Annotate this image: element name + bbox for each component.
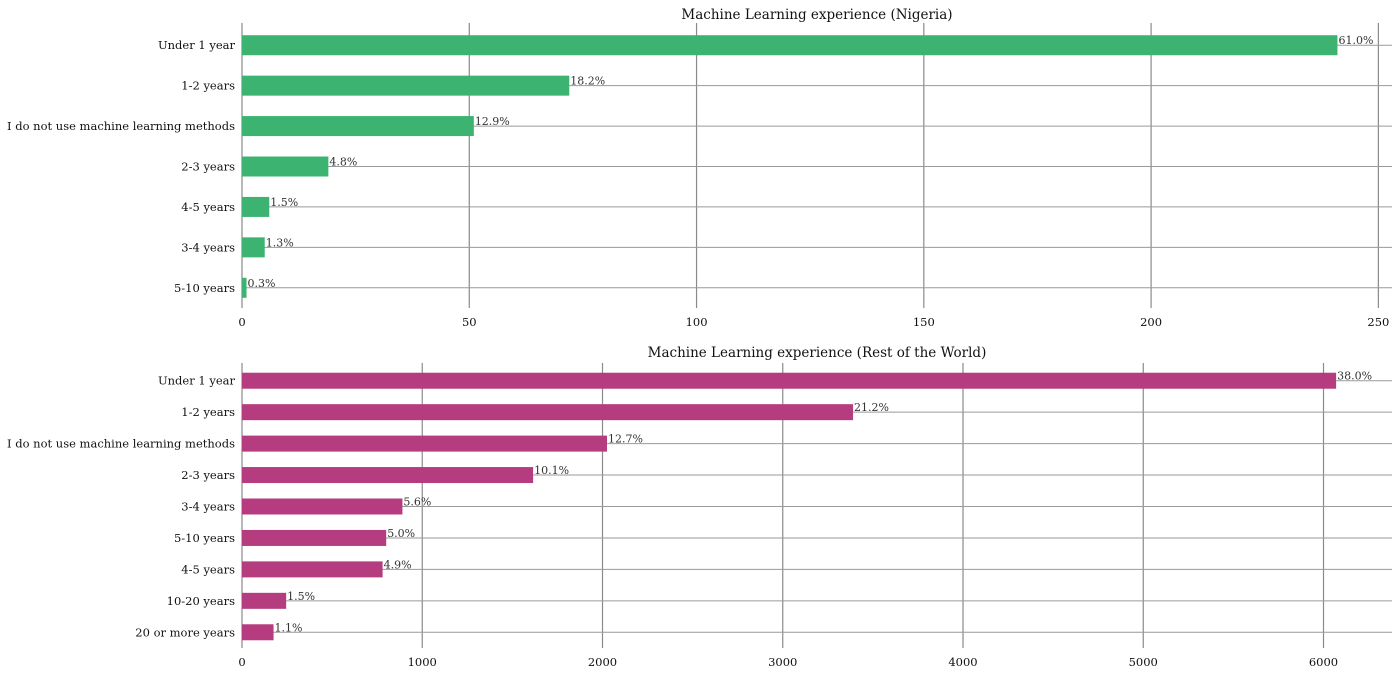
x-tick-label: 6000	[1309, 655, 1338, 669]
bar	[242, 529, 387, 546]
category-label: 10-20 years	[167, 594, 235, 608]
x-tick-label: 2000	[588, 655, 617, 669]
data-label: 1.1%	[275, 621, 303, 634]
chart-title-rest-of-world: Machine Learning experience (Rest of the…	[648, 345, 987, 361]
data-label: 4.9%	[384, 558, 412, 571]
bar	[242, 237, 265, 258]
x-ticks-rest-of-world: 0 1000 2000 3000 4000 5000 6000	[238, 655, 1338, 669]
category-label: 4-5 years	[181, 562, 235, 576]
category-label: 1-2 years	[181, 405, 235, 419]
x-tick-label: 250	[1367, 315, 1389, 329]
category-labels-nigeria: Under 1 year 1-2 years I do not use machin…	[7, 38, 235, 295]
category-label: 20 or more years	[135, 625, 235, 639]
category-label: I do not use machine learning methods	[7, 437, 235, 451]
x-ticks-nigeria: 0 50 100 150 200 250	[238, 315, 1389, 329]
bars-nigeria	[242, 35, 1338, 298]
percent-labels-nigeria: 61.0% 18.2% 12.9% 4.8% 1.5% 1.3% 0.3%	[248, 34, 1374, 290]
data-label: 5.6%	[403, 496, 431, 509]
x-tick-label: 0	[238, 315, 245, 329]
bar	[242, 467, 534, 484]
x-tick-label: 5000	[1129, 655, 1158, 669]
data-label: 5.0%	[387, 527, 415, 540]
data-label: 1.3%	[266, 236, 294, 249]
x-tick-label: 1000	[408, 655, 437, 669]
category-label: 1-2 years	[181, 79, 235, 93]
data-label: 21.2%	[854, 401, 889, 414]
x-tick-label: 150	[913, 315, 935, 329]
category-label: 5-10 years	[174, 531, 235, 545]
category-label: Under 1 year	[158, 38, 236, 52]
data-label: 10.1%	[534, 464, 569, 477]
category-label: Under 1 year	[158, 374, 236, 388]
x-tick-label: 100	[686, 315, 708, 329]
category-label: 2-3 years	[181, 468, 235, 482]
bar	[242, 116, 474, 137]
percent-labels-rest-of-world: 38.0% 21.2% 12.7% 10.1% 5.6% 5.0% 4.9% 1.5% 1.1%	[275, 370, 1373, 635]
category-label: 2-3 years	[181, 160, 235, 174]
bar	[242, 196, 270, 217]
bar	[242, 35, 1338, 56]
data-label: 12.9%	[475, 115, 510, 128]
category-label: 3-4 years	[181, 500, 235, 514]
data-label: 1.5%	[287, 590, 315, 603]
bar	[242, 624, 274, 641]
data-label: 18.2%	[570, 75, 605, 88]
bar	[242, 435, 608, 452]
category-label: 3-4 years	[181, 240, 235, 254]
grid-nigeria	[241, 23, 1392, 308]
chart-nigeria: Machine Learning experience (Nigeria) Un…	[7, 7, 1392, 329]
bar	[242, 592, 287, 609]
bar	[242, 404, 854, 421]
bar	[242, 156, 329, 177]
x-tick-label: 3000	[768, 655, 797, 669]
data-label: 61.0%	[1338, 34, 1373, 47]
data-label: 12.7%	[608, 433, 643, 446]
data-label: 38.0%	[1337, 370, 1372, 383]
category-label: 5-10 years	[174, 281, 235, 295]
chart-rest-of-world: Machine Learning experience (Rest of the…	[7, 345, 1392, 669]
data-label: 1.5%	[270, 196, 298, 209]
x-tick-label: 0	[238, 655, 245, 669]
category-label: I do not use machine learning methods	[7, 119, 235, 133]
bar	[242, 498, 403, 515]
bar	[242, 75, 570, 96]
x-tick-label: 200	[1140, 315, 1162, 329]
chart-title-nigeria: Machine Learning experience (Nigeria)	[681, 7, 952, 23]
bar	[242, 277, 247, 298]
x-tick-label: 50	[462, 315, 477, 329]
x-tick-label: 4000	[948, 655, 977, 669]
bars-rest-of-world	[242, 372, 1337, 641]
bar	[242, 372, 1337, 389]
bar	[242, 561, 383, 578]
category-label: 4-5 years	[181, 200, 235, 214]
category-labels-rest-of-world: Under 1 year 1-2 years I do not use machin…	[7, 374, 235, 640]
data-label: 4.8%	[329, 156, 357, 169]
data-label: 0.3%	[248, 277, 276, 290]
